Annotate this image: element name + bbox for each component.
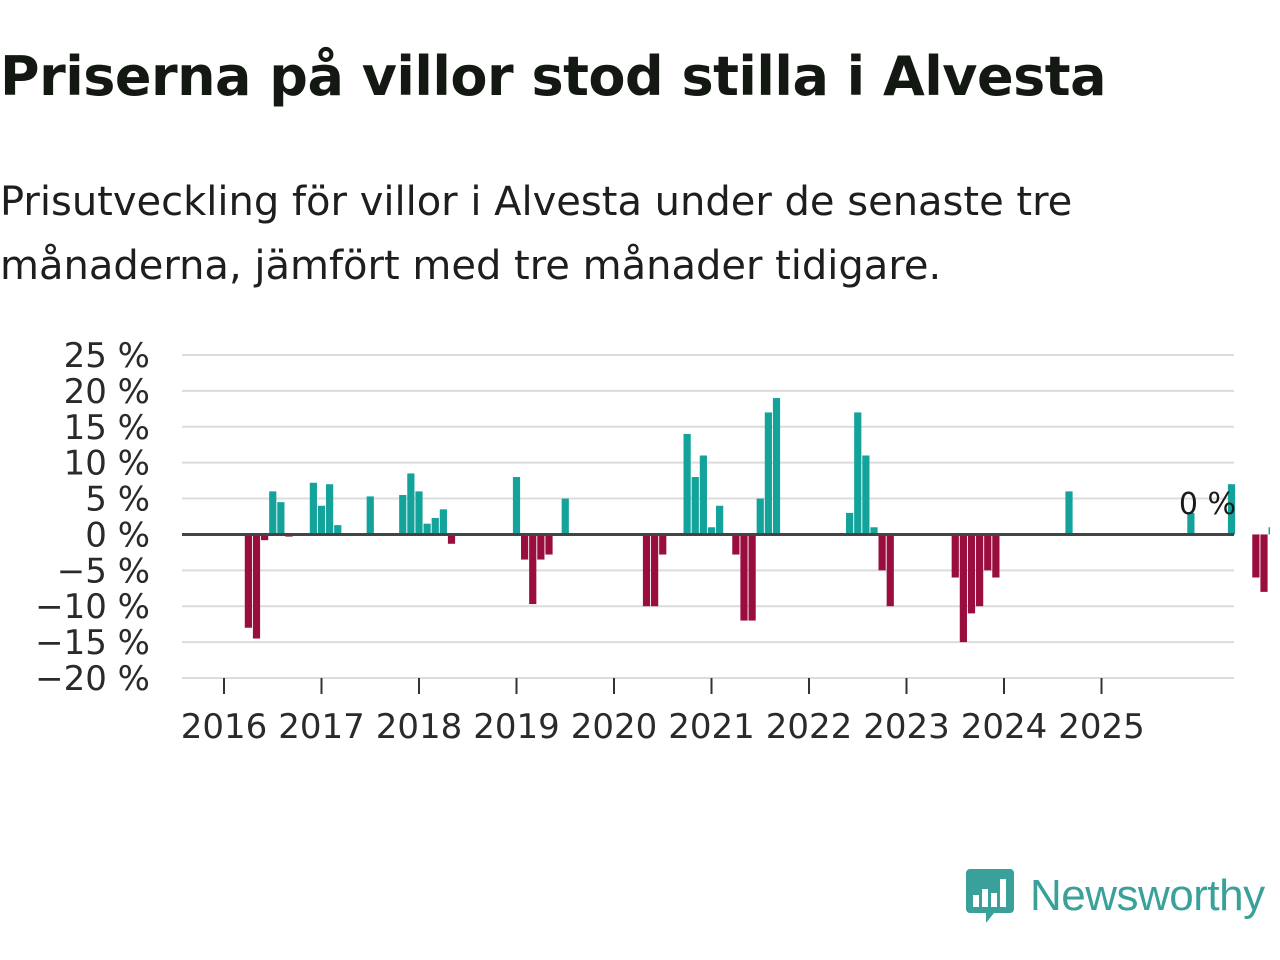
bar: [529, 534, 537, 605]
bar: [561, 498, 569, 535]
bar: [756, 498, 764, 535]
bar: [976, 534, 984, 607]
bar: [1187, 512, 1195, 535]
annotations: 0 %: [1179, 487, 1236, 522]
newsworthy-logo-icon: [966, 869, 1014, 923]
bar: [870, 527, 878, 535]
newsworthy-logo: Newsworthy: [964, 864, 1265, 928]
bar: [277, 502, 285, 535]
bar: [683, 433, 691, 535]
bar-series: [182, 398, 1270, 643]
bar: [772, 398, 781, 535]
bar: [854, 412, 862, 535]
bar: [309, 482, 317, 535]
grid-lines: [182, 354, 1234, 679]
bar: [317, 505, 326, 535]
y-tick-label: 20 %: [64, 372, 150, 412]
bar: [862, 455, 870, 535]
bar: [334, 525, 342, 535]
bar: [886, 534, 894, 607]
bar: [846, 512, 854, 535]
bar: [984, 534, 992, 571]
bar: [764, 412, 772, 535]
bar: [748, 534, 756, 621]
y-tick-label: −20 %: [35, 659, 150, 699]
bar: [261, 534, 269, 541]
bar: [447, 534, 456, 544]
bar: [244, 534, 252, 628]
chart-subtitle: Prisutveckling för villor i Alvesta unde…: [0, 179, 1073, 289]
x-tick-label: 2023: [863, 707, 950, 747]
x-tick-label: 2018: [376, 707, 463, 747]
bar: [521, 534, 529, 560]
bar: [1227, 484, 1236, 535]
bar: [407, 473, 415, 535]
bar: [545, 534, 553, 555]
bar: [967, 534, 976, 614]
bar: [1268, 527, 1270, 535]
bar: [423, 523, 431, 535]
bar: [431, 517, 439, 535]
bar: [878, 534, 886, 571]
bar: [512, 477, 521, 535]
y-tick-label: 10 %: [64, 444, 150, 484]
bar: [399, 494, 407, 535]
bar: [537, 534, 545, 560]
bar: [366, 496, 374, 535]
bar: [740, 534, 748, 621]
bar: [691, 477, 699, 535]
x-tick-label: 2021: [668, 707, 755, 747]
y-tick-label: −15 %: [35, 623, 150, 663]
bar: [439, 509, 447, 535]
x-tick-label: 2024: [961, 707, 1048, 747]
x-tick-label: 2025: [1058, 707, 1145, 747]
bar: [1065, 491, 1073, 535]
bar: [269, 491, 277, 535]
bar: [707, 527, 716, 535]
x-tick-label: 2017: [278, 707, 365, 747]
bar: [699, 455, 707, 535]
y-axis: 25 %20 %15 %10 %5 %0 %−5 %−10 %−15 %−20 …: [35, 336, 150, 699]
bar: [732, 534, 740, 555]
bar: [992, 534, 1000, 578]
bar: [651, 534, 659, 607]
y-tick-label: 25 %: [64, 336, 150, 376]
bar-chart: 25 %20 %15 %10 %5 %0 %−5 %−10 %−15 %−20 …: [35, 336, 1270, 747]
bar: [716, 505, 724, 535]
bar: [959, 534, 967, 643]
x-tick-label: 2019: [473, 707, 560, 747]
x-tick-label: 2022: [766, 707, 853, 747]
brand-name: Newsworthy: [1030, 871, 1265, 920]
bar: [326, 484, 334, 535]
bar: [252, 534, 261, 639]
bar: [642, 534, 651, 607]
y-tick-label: 15 %: [64, 408, 150, 448]
x-axis: 2016 2017 2018 2019 2020 2021 2022 2023 2024 2025: [181, 678, 1145, 747]
y-tick-label: 0 %: [85, 515, 150, 555]
bar: [659, 534, 667, 555]
last-value-label: 0 %: [1179, 487, 1236, 522]
bar: [415, 491, 423, 535]
chart-title: Priserna på villor stod stilla i Alvesta: [0, 45, 1107, 108]
bar: [1252, 534, 1260, 578]
y-tick-label: −10 %: [35, 587, 150, 627]
x-tick-label: 2020: [571, 707, 658, 747]
y-tick-label: 5 %: [85, 480, 150, 520]
bar: [1260, 534, 1268, 592]
x-tick-label: 2016: [181, 707, 268, 747]
bar: [951, 534, 959, 578]
y-tick-label: −5 %: [57, 551, 150, 591]
